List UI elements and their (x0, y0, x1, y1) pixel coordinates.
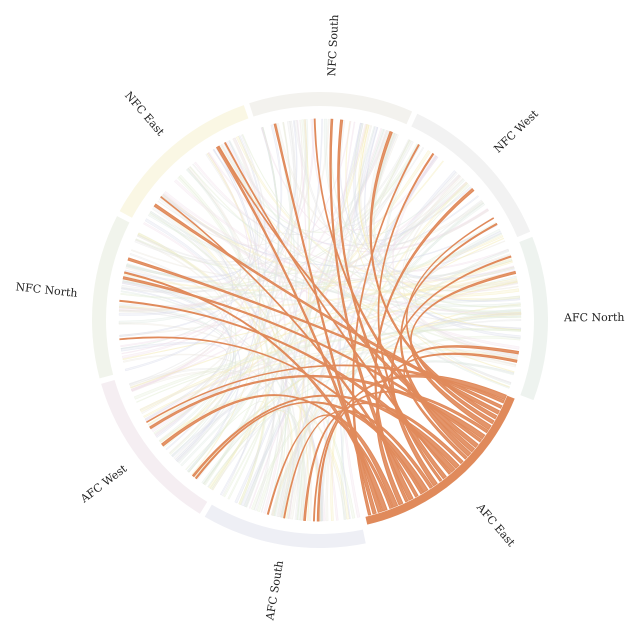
group-label-nfc-west: NFC West (491, 107, 541, 156)
chord-ribbon (310, 118, 439, 231)
chord-ribbon (121, 142, 257, 294)
group-label-afc-south: AFC South (263, 560, 286, 623)
chord-ribbon (337, 121, 361, 518)
group-label-afc-north: AFC North (563, 311, 625, 324)
chord-ribbon (129, 120, 296, 386)
chord-ribbon (173, 179, 522, 315)
highlighted-ribbon (376, 352, 518, 506)
group-arc-nfc-south[interactable] (249, 91, 413, 125)
highlighted-ribbon (223, 141, 452, 475)
chord-ribbon (125, 266, 225, 389)
chord-ribbon (414, 228, 521, 303)
chord-ribbon (151, 281, 519, 433)
group-label-nfc-north: NFC North (15, 280, 78, 300)
highlighted-ribbon (266, 414, 399, 515)
chord-ribbon (131, 240, 506, 284)
group-arc-afc-west[interactable] (101, 379, 208, 514)
chord-ribbon (119, 258, 513, 311)
chord-ribbon (407, 199, 512, 279)
chord-ribbon (125, 124, 283, 279)
group-arc-nfc-east[interactable] (119, 105, 249, 218)
chord-ribbon (168, 121, 292, 454)
group-label-nfc-south: NFC South (325, 14, 341, 76)
group-label-afc-east: AFC East (473, 500, 518, 549)
highlighted-ribbon (215, 145, 383, 514)
chord-ribbon (293, 120, 519, 356)
group-label-afc-west: AFC West (77, 462, 129, 506)
chord-ribbon (124, 193, 234, 372)
highlighted-ribbon (119, 336, 424, 495)
highlighted-ribbon (403, 345, 520, 460)
chord-ribbon (338, 126, 378, 520)
highlighted-ribbon (374, 187, 475, 503)
chord-ribbon (321, 248, 510, 522)
highlighted-ribbon (410, 270, 517, 431)
chord-ribbon (153, 222, 497, 435)
highlighted-ribbon (377, 152, 443, 482)
chord-ribbon (384, 143, 512, 386)
chord-ribbon (340, 201, 485, 520)
chord-ribbon (373, 132, 522, 319)
group-arc-afc-south[interactable] (204, 504, 366, 549)
highlighted-ribbon (352, 144, 420, 516)
chord-ribbon (234, 122, 362, 504)
chord-ribbon (330, 181, 468, 521)
chord-ribbon (270, 361, 515, 516)
group-arcs (92, 91, 548, 549)
chord-ribbon (241, 134, 522, 315)
chord-ribbon (369, 129, 518, 288)
chord-ribbon (122, 280, 234, 451)
highlighted-ribbon (337, 119, 447, 480)
highlighted-ribbons (119, 118, 520, 522)
highlighted-ribbon (400, 222, 498, 457)
chord-ribbon (207, 151, 520, 350)
chord-ribbon (353, 122, 521, 302)
chord-ribbon (121, 222, 228, 359)
chord-ribbon (359, 124, 522, 331)
group-arc-nfc-west[interactable] (411, 113, 531, 238)
chord-ribbon (139, 346, 518, 411)
group-label-nfc-east: NFC East (122, 89, 167, 139)
chord-ribbon (345, 120, 510, 388)
chord-ribbon (289, 139, 411, 520)
chord-ribbon (330, 119, 521, 308)
group-arc-nfc-north[interactable] (92, 216, 130, 379)
chord-ribbon (235, 135, 518, 289)
chord-ribbon (205, 153, 282, 513)
highlighted-ribbon (406, 217, 495, 425)
highlighted-ribbon (369, 130, 498, 420)
chord-ribbon (118, 120, 352, 311)
chord-ribbon (157, 119, 303, 246)
chord-ribbon (136, 134, 266, 263)
chord-ribbon (119, 253, 511, 337)
chord-ribbon (163, 190, 515, 283)
chord-ribbon (187, 139, 412, 473)
group-arc-afc-north[interactable] (519, 236, 548, 401)
chord-ribbon (364, 126, 521, 339)
highlighted-ribbon (160, 394, 393, 510)
chord-ribbon (129, 252, 231, 430)
chord-ribbon (158, 197, 275, 511)
chord-ribbon (144, 269, 516, 422)
highlighted-ribbon (390, 255, 512, 487)
